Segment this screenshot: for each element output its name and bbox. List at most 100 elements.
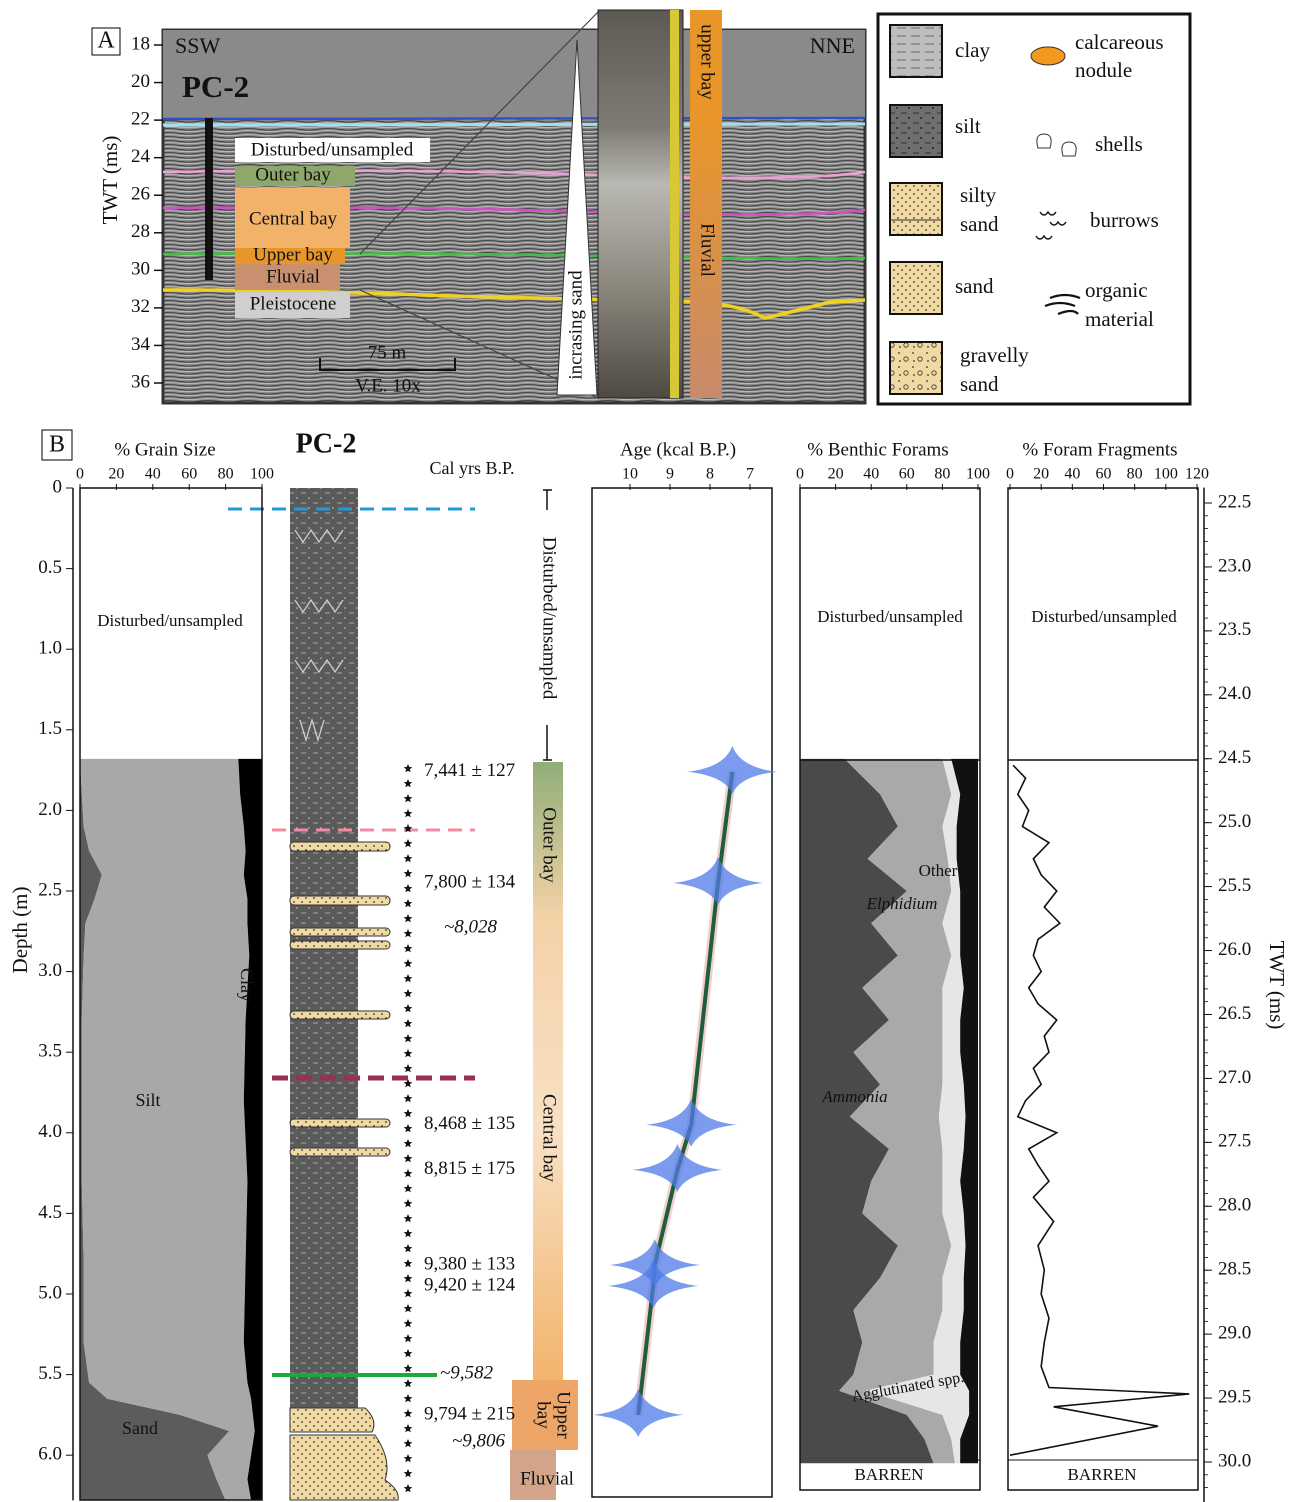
y2-tick-label: 25.0 (1218, 811, 1251, 832)
x-tick-label: 20 (828, 466, 844, 483)
sample-marker (404, 1349, 413, 1357)
x-tick-label: 9 (666, 466, 674, 483)
y-tick-label: 0.5 (38, 557, 62, 578)
age-panel (592, 488, 772, 1497)
sample-marker (404, 809, 413, 817)
sample-marker (404, 1304, 413, 1312)
sand-lens (290, 896, 390, 905)
y-axis-label: TWT (ms) (98, 136, 122, 225)
figure: A18202224262830323436TWT (ms)SSWNNEPC-2D… (0, 0, 1295, 1502)
legend-icon (890, 262, 942, 314)
y2-tick-label: 28.5 (1218, 1259, 1251, 1280)
class-label: Clay (237, 968, 257, 1002)
x-tick-label: 20 (108, 466, 124, 483)
unit-label: bay (533, 1401, 554, 1429)
sand-lens (290, 1148, 390, 1156)
date-label: 9,420 ± 124 (424, 1274, 516, 1295)
unit-label: Disturbed/unsampled (539, 537, 560, 700)
y-tick-label: 28 (131, 221, 150, 242)
legend-label: shells (1095, 132, 1143, 156)
x-tick-label: 40 (863, 466, 879, 483)
sample-marker (404, 1214, 413, 1222)
date-label: 9,380 ± 133 (424, 1253, 515, 1274)
sample-marker (404, 794, 413, 802)
sample-marker (404, 1154, 413, 1162)
reflector (163, 124, 865, 125)
date-label: 8,468 ± 135 (424, 1113, 515, 1134)
taxon-label: Ammonia (821, 1087, 887, 1106)
sample-marker (404, 854, 413, 862)
sample-marker (404, 899, 413, 907)
reflector (163, 118, 865, 119)
legend-label: sand (955, 274, 994, 298)
legend-label: burrows (1090, 208, 1159, 232)
sample-marker (404, 1004, 413, 1012)
sample-marker (404, 1034, 413, 1042)
y-tick-label: 24 (131, 146, 151, 167)
legend-icon (890, 183, 942, 235)
y2-tick-label: 26.0 (1218, 939, 1251, 960)
direction: NNE (810, 33, 855, 58)
sample-marker (404, 1484, 413, 1492)
sand-lens (290, 1011, 390, 1019)
y2-tick-label: 27.5 (1218, 1131, 1251, 1152)
panel-title: % Grain Size (114, 439, 215, 460)
sample-marker (404, 779, 413, 787)
x-tick-label: 0 (1006, 466, 1014, 483)
y-tick-label: 5.0 (38, 1282, 62, 1303)
y-axis-label: Depth (m) (8, 887, 32, 974)
unit-label: Central bay (249, 208, 338, 229)
unit-label: Fluvial (520, 1468, 574, 1489)
legend-label: gravelly (960, 343, 1029, 367)
y-tick-label: 4.5 (38, 1202, 62, 1223)
sample-marker (404, 1259, 413, 1267)
panel-label: B (49, 432, 65, 458)
model-age: ~9,806 (452, 1430, 506, 1451)
y-tick-label: 22 (131, 108, 150, 129)
sand-lens (290, 928, 390, 936)
y-tick-label: 6.0 (38, 1444, 62, 1465)
photo-unit-label: upper bay (697, 24, 718, 100)
date-label: 9,794 ± 215 (424, 1403, 515, 1424)
y-tick-label: 4.0 (38, 1121, 62, 1142)
sample-marker (404, 1124, 413, 1132)
sample-marker (404, 1424, 413, 1432)
sand-lens (290, 1119, 390, 1127)
panel-label: A (97, 28, 115, 54)
y-tick-label: 1.0 (38, 638, 62, 659)
sample-marker (404, 929, 413, 937)
y-tick-label: 30 (131, 259, 150, 280)
sample-marker (404, 974, 413, 982)
x-tick-label: 120 (1185, 466, 1209, 483)
sample-marker (404, 764, 413, 772)
sample-marker (404, 914, 413, 922)
x-tick-label: 20 (1033, 466, 1049, 483)
barren-label: BARREN (1068, 1465, 1137, 1484)
sample-marker (404, 884, 413, 892)
unit-label: Outer bay (255, 164, 331, 185)
scale-label: 75 m (368, 342, 407, 363)
note: Disturbed/unsampled (97, 611, 243, 630)
x-tick-label: 80 (1127, 466, 1143, 483)
unit-label: Outer bay (539, 807, 560, 883)
y2-tick-label: 25.5 (1218, 875, 1251, 896)
y-tick-label: 2.0 (38, 799, 62, 820)
y-tick-label: 36 (131, 371, 150, 392)
y-tick-label: 34 (131, 334, 151, 355)
sample-marker (404, 1139, 413, 1147)
panel-title: % Benthic Forams (807, 439, 948, 460)
sample-marker (404, 1334, 413, 1342)
page: { "panel_a": { "label": "A", "y_label": … (0, 0, 1295, 1502)
y2-tick-label: 29.5 (1218, 1386, 1251, 1407)
date-label: 7,800 ± 134 (424, 871, 516, 892)
core-name: PC-2 (296, 428, 357, 459)
legend-label: calcareous (1075, 30, 1164, 54)
y2-axis-label: TWT (ms) (1265, 941, 1289, 1030)
y-tick-label: 1.5 (38, 718, 62, 739)
sample-marker (404, 1274, 413, 1282)
y-tick-label: 20 (131, 71, 150, 92)
x-tick-label: 0 (76, 466, 84, 483)
legend-icon (890, 25, 942, 77)
sample-marker (404, 1094, 413, 1102)
y-tick-label: 5.5 (38, 1363, 62, 1384)
